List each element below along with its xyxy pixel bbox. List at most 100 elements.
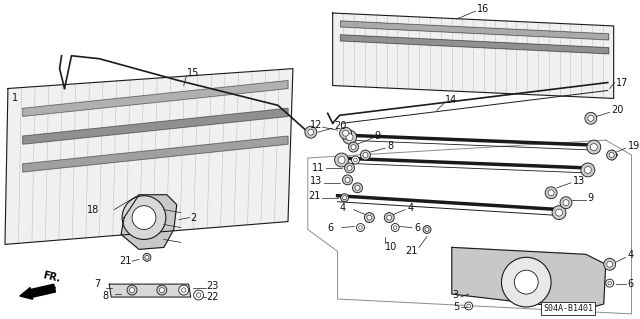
Text: 22: 22	[207, 292, 219, 302]
Circle shape	[157, 285, 167, 295]
Circle shape	[358, 226, 362, 229]
Text: 7: 7	[94, 279, 100, 289]
Text: 4: 4	[407, 203, 413, 213]
Circle shape	[391, 224, 399, 232]
Text: 4: 4	[628, 250, 634, 260]
Polygon shape	[121, 195, 177, 249]
Text: 13: 13	[310, 176, 322, 186]
Circle shape	[159, 288, 164, 293]
Circle shape	[340, 127, 351, 139]
Text: 21: 21	[119, 256, 132, 266]
Circle shape	[342, 196, 346, 200]
Circle shape	[467, 304, 470, 308]
Polygon shape	[109, 284, 191, 297]
Circle shape	[179, 285, 189, 295]
Circle shape	[122, 196, 166, 240]
Text: 2: 2	[191, 212, 197, 223]
Polygon shape	[340, 35, 609, 54]
Polygon shape	[340, 21, 609, 40]
Text: 8: 8	[102, 291, 108, 301]
Circle shape	[346, 134, 353, 141]
Text: 17: 17	[616, 78, 628, 87]
Circle shape	[515, 270, 538, 294]
Circle shape	[351, 145, 356, 150]
Circle shape	[345, 177, 350, 182]
Circle shape	[363, 152, 368, 158]
Circle shape	[355, 185, 360, 190]
Text: 18: 18	[88, 205, 100, 215]
Text: 6: 6	[414, 223, 420, 233]
Polygon shape	[452, 247, 605, 309]
Circle shape	[607, 150, 617, 160]
Text: 13: 13	[573, 176, 585, 186]
Circle shape	[556, 209, 563, 216]
Circle shape	[338, 157, 345, 163]
Circle shape	[604, 258, 616, 270]
Circle shape	[129, 288, 134, 293]
Text: 21: 21	[405, 246, 417, 256]
Circle shape	[351, 156, 360, 164]
Circle shape	[605, 279, 614, 287]
Text: 8: 8	[387, 141, 394, 151]
Text: 5: 5	[453, 302, 459, 312]
Text: 6: 6	[328, 223, 334, 233]
Text: 6: 6	[628, 279, 634, 289]
Text: 14: 14	[445, 95, 457, 105]
Circle shape	[364, 213, 374, 223]
Text: 10: 10	[385, 242, 397, 252]
Circle shape	[354, 158, 357, 162]
Text: 9: 9	[588, 193, 594, 203]
Circle shape	[425, 227, 429, 232]
FancyArrow shape	[20, 284, 56, 299]
Circle shape	[588, 115, 594, 121]
Text: 19: 19	[628, 141, 640, 151]
Circle shape	[465, 302, 473, 310]
Circle shape	[587, 140, 601, 154]
Circle shape	[342, 130, 349, 136]
Circle shape	[608, 281, 611, 285]
Circle shape	[340, 194, 349, 202]
Text: 12: 12	[310, 120, 322, 130]
Circle shape	[367, 215, 372, 220]
Text: FR.: FR.	[42, 270, 61, 284]
Circle shape	[590, 144, 597, 151]
Text: 21: 21	[308, 191, 320, 201]
Text: 20: 20	[612, 105, 624, 115]
Text: 11: 11	[312, 163, 324, 173]
Circle shape	[335, 153, 349, 167]
Text: 9: 9	[374, 131, 381, 141]
Text: 15: 15	[187, 68, 199, 78]
Circle shape	[502, 257, 551, 307]
Circle shape	[344, 163, 355, 173]
Text: 23: 23	[207, 281, 219, 291]
Circle shape	[560, 197, 572, 209]
Circle shape	[581, 163, 595, 177]
Circle shape	[356, 224, 364, 232]
Circle shape	[384, 213, 394, 223]
Circle shape	[194, 290, 204, 300]
Circle shape	[308, 129, 314, 135]
Circle shape	[132, 206, 156, 229]
Circle shape	[342, 175, 353, 185]
Polygon shape	[23, 81, 288, 116]
Circle shape	[305, 126, 317, 138]
Circle shape	[127, 285, 137, 295]
Circle shape	[584, 167, 591, 174]
Circle shape	[342, 130, 356, 144]
Circle shape	[548, 190, 554, 196]
Circle shape	[563, 200, 569, 206]
Circle shape	[545, 187, 557, 199]
Circle shape	[394, 226, 397, 229]
Circle shape	[607, 261, 612, 267]
Circle shape	[387, 215, 392, 220]
Polygon shape	[23, 136, 288, 172]
Circle shape	[585, 112, 596, 124]
Circle shape	[423, 226, 431, 234]
Circle shape	[349, 142, 358, 152]
Text: 20: 20	[335, 121, 347, 131]
Text: 3: 3	[453, 290, 459, 300]
Polygon shape	[5, 69, 293, 244]
Circle shape	[196, 293, 201, 297]
Text: S04A-B1401: S04A-B1401	[543, 304, 593, 313]
Text: 16: 16	[477, 4, 489, 14]
